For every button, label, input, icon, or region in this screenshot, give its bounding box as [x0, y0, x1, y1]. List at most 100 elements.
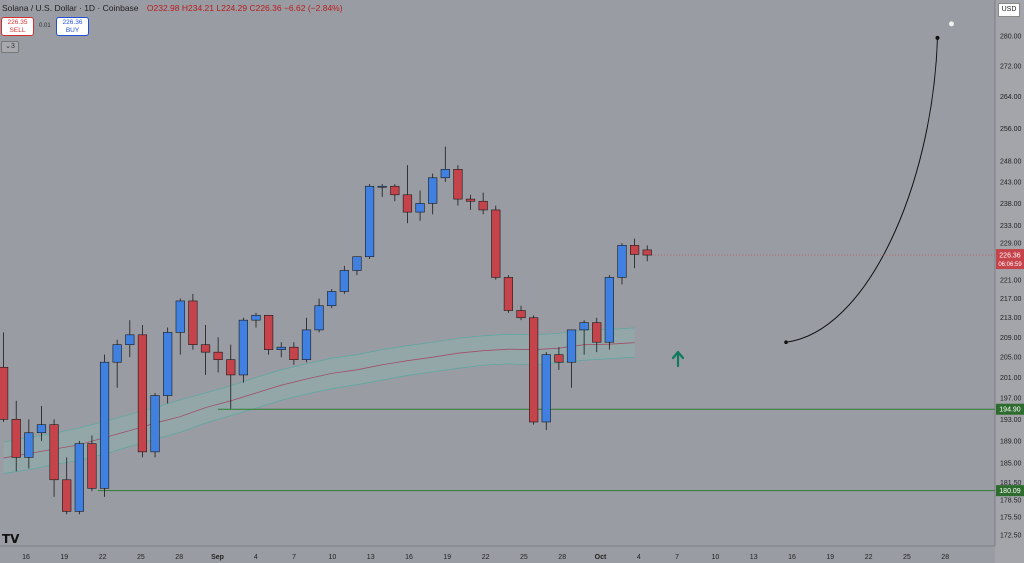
time-tick-label: 25	[903, 554, 911, 561]
candle-body[interactable]	[87, 443, 97, 489]
arrow-up-icon[interactable]	[671, 350, 685, 368]
price-tick-label: 243.00	[1000, 180, 1022, 187]
candle-body[interactable]	[238, 319, 248, 376]
candle-body[interactable]	[516, 310, 526, 319]
time-tick-label: 16	[405, 554, 413, 561]
candle-body[interactable]	[390, 185, 400, 196]
candle-body[interactable]	[453, 169, 463, 200]
candle-body[interactable]	[0, 366, 9, 420]
candle-body[interactable]	[465, 198, 476, 202]
candle-body[interactable]	[604, 277, 614, 343]
candle-body[interactable]	[402, 194, 413, 213]
time-tick-label: 22	[865, 554, 873, 561]
countdown-label: 06:06:59	[998, 262, 1022, 268]
candle-body[interactable]	[529, 317, 539, 423]
projection-curve[interactable]	[785, 37, 938, 343]
drawing-handle[interactable]	[948, 21, 954, 27]
projection-end-point[interactable]	[935, 35, 940, 40]
time-tick-label: 28	[175, 554, 183, 561]
candle-body[interactable]	[11, 419, 21, 458]
candle-body[interactable]	[566, 329, 577, 363]
time-tick-label: 19	[826, 554, 834, 561]
time-tick-label: 7	[292, 554, 296, 561]
time-tick-label: 10	[712, 554, 720, 561]
candle-body[interactable]	[352, 256, 362, 271]
candle-body[interactable]	[377, 185, 387, 188]
price-tick-label: 185.00	[1000, 460, 1022, 467]
candle-body[interactable]	[440, 169, 450, 179]
candle-body[interactable]	[327, 291, 337, 307]
candle-body[interactable]	[200, 344, 211, 353]
candle-body[interactable]	[276, 346, 286, 350]
candle-body[interactable]	[478, 200, 488, 211]
time-tick-label: 16	[788, 554, 796, 561]
candle-body[interactable]	[554, 354, 564, 363]
candle-body[interactable]	[24, 432, 34, 458]
ohlc-values: O232.98 H234.21 L224.29 C226.36 −6.62 (−…	[146, 3, 343, 13]
candle-body[interactable]	[629, 245, 640, 255]
time-tick-label: 4	[637, 554, 641, 561]
chevron-down-icon: ⌄	[5, 43, 11, 50]
price-axis[interactable]	[995, 0, 1024, 563]
candle-body[interactable]	[163, 332, 173, 396]
price-tick-label: 272.00	[1000, 63, 1022, 70]
time-tick-label: Sep	[211, 554, 224, 561]
candle-body[interactable]	[314, 305, 324, 331]
candle-body[interactable]	[289, 346, 299, 360]
time-axis[interactable]	[0, 547, 995, 563]
price-tick-label: 238.00	[1000, 201, 1022, 208]
buy-label: BUY	[65, 27, 80, 34]
tradingview-logo[interactable]: TV	[2, 532, 20, 546]
last-price-label: 226.36	[999, 253, 1021, 260]
candle-body[interactable]	[112, 344, 122, 363]
candle-body[interactable]	[541, 354, 551, 423]
sell-button[interactable]: 226.35 SELL	[1, 17, 34, 36]
price-tick-label: 217.00	[1000, 296, 1022, 303]
candle-body[interactable]	[125, 334, 135, 345]
price-tick-label: 189.00	[1000, 438, 1022, 445]
candle-body[interactable]	[49, 424, 59, 481]
indicators-collapse-button[interactable]: ⌄3	[1, 41, 19, 53]
candle-body[interactable]	[251, 315, 261, 321]
candle-body[interactable]	[137, 334, 148, 453]
price-tick-label: 172.50	[1000, 533, 1022, 540]
time-tick-label: 13	[750, 554, 758, 561]
sell-price: 226.35	[7, 19, 28, 26]
candle-body[interactable]	[99, 361, 110, 489]
level-price-label: 180.09	[999, 488, 1021, 495]
indicator-count: 3	[10, 43, 15, 50]
time-tick-label: Oct	[595, 554, 607, 561]
candle-body[interactable]	[642, 249, 652, 256]
candle-body[interactable]	[301, 329, 312, 360]
candle-body[interactable]	[428, 177, 438, 204]
candle-body[interactable]	[264, 315, 274, 350]
candle-body[interactable]	[503, 277, 514, 311]
candle-body[interactable]	[74, 443, 84, 512]
candle-body[interactable]	[579, 322, 589, 331]
candle-body[interactable]	[36, 424, 47, 434]
candle-body[interactable]	[415, 203, 425, 213]
candle-body[interactable]	[617, 245, 627, 278]
buy-button[interactable]: 226.36 BUY	[56, 17, 89, 36]
time-tick-label: 28	[558, 554, 566, 561]
candle-body[interactable]	[188, 300, 198, 345]
price-tick-label: 209.00	[1000, 335, 1022, 342]
candle-body[interactable]	[592, 322, 602, 343]
candle-body[interactable]	[226, 359, 236, 376]
candle-body[interactable]	[62, 479, 72, 512]
currency-button[interactable]: USD	[998, 3, 1020, 17]
price-tick-label: 256.00	[1000, 126, 1022, 133]
candle-body[interactable]	[339, 270, 349, 292]
candle-body[interactable]	[175, 300, 185, 333]
level-price-box	[996, 403, 1024, 415]
symbol-title[interactable]: Solana / U.S. Dollar · 1D · Coinbase	[2, 3, 139, 13]
buy-price: 226.36	[62, 19, 83, 26]
price-tick-label: 213.00	[1000, 315, 1022, 322]
candle-body[interactable]	[213, 351, 223, 360]
candle-body[interactable]	[491, 209, 501, 278]
projection-start-point[interactable]	[784, 340, 788, 345]
candle-body[interactable]	[364, 185, 375, 258]
price-tick-label: 181.50	[1000, 480, 1022, 487]
candle-body[interactable]	[150, 395, 160, 453]
